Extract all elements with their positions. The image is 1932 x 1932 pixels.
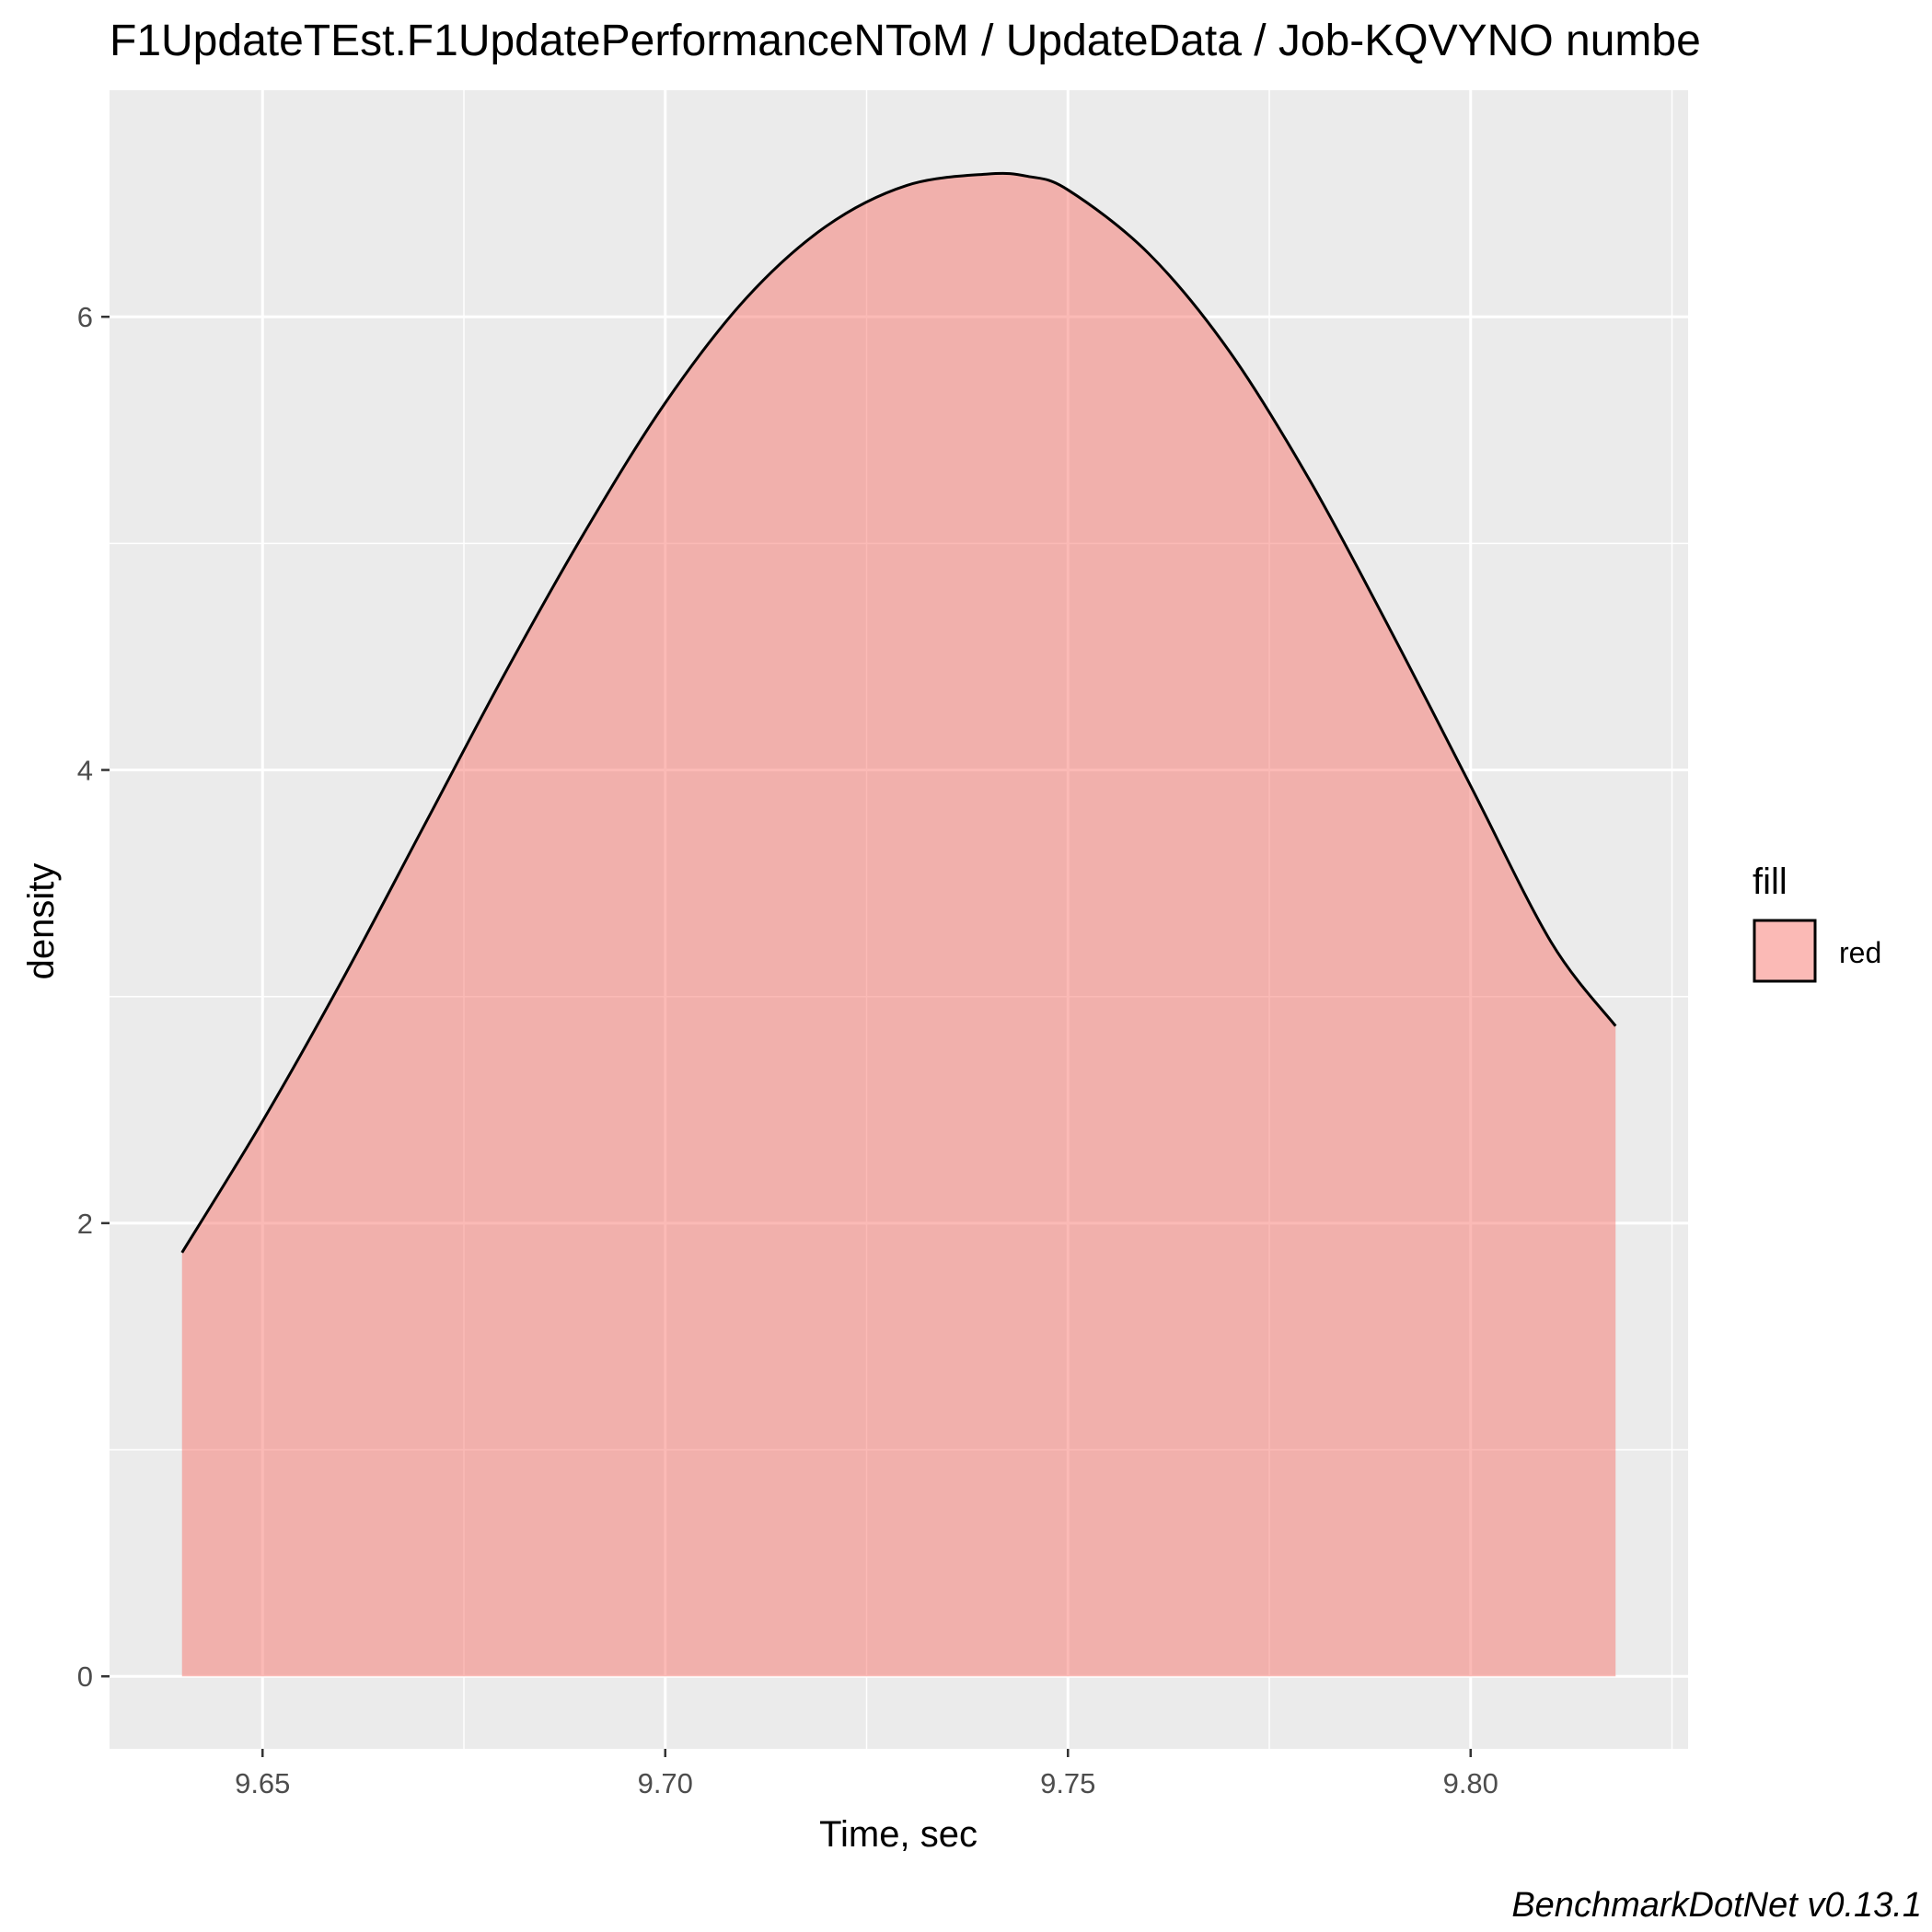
x-tick-label: 9.70 — [638, 1767, 693, 1799]
y-tick-label: 4 — [77, 755, 93, 787]
density-line-red — [180, 171, 1617, 1254]
legend: fill red — [1753, 862, 1881, 983]
legend-key-red — [1753, 919, 1817, 983]
y-tick-label: 0 — [77, 1660, 93, 1693]
x-axis-title: Time, sec — [819, 1814, 978, 1855]
y-axis-title: density — [21, 863, 62, 980]
legend-label-red: red — [1839, 936, 1881, 969]
y-tick-label: 2 — [77, 1208, 93, 1240]
y-axis: 0 2 4 6 — [77, 301, 110, 1693]
x-tick-label: 9.65 — [235, 1767, 290, 1799]
chart-title: F1UpdateTEst.F1UpdatePerformanceNToM / U… — [110, 17, 1701, 65]
density-area-red — [181, 173, 1616, 1677]
x-axis: 9.65 9.70 9.75 9.80 — [235, 1749, 1498, 1799]
density-layer — [180, 171, 1617, 1677]
x-tick-label: 9.80 — [1443, 1767, 1498, 1799]
x-tick-label: 9.75 — [1040, 1767, 1095, 1799]
legend-title: fill — [1753, 862, 1787, 902]
caption: BenchmarkDotNet v0.13.1 — [1511, 1886, 1922, 1925]
y-tick-label: 6 — [77, 301, 93, 333]
